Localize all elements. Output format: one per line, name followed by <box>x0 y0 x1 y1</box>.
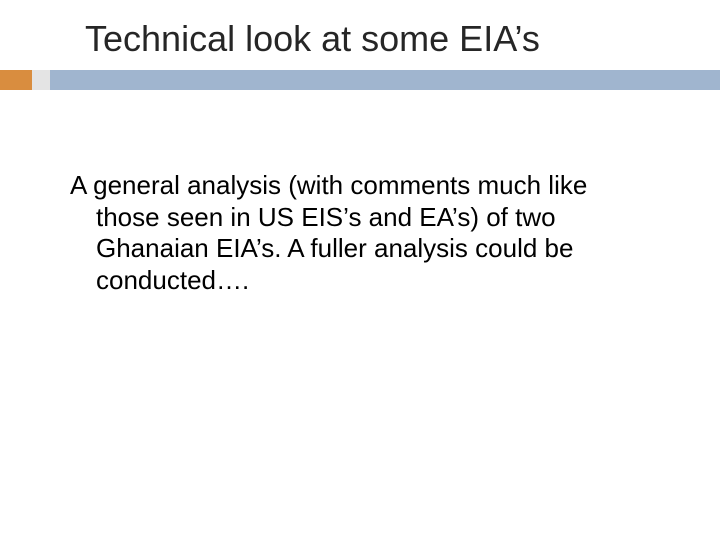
slide-title: Technical look at some EIA’s <box>85 18 685 60</box>
accent-bar-gray <box>32 70 50 90</box>
accent-bar-blue <box>50 70 720 90</box>
slide-body: A general analysis (with comments much l… <box>70 170 630 297</box>
accent-bar-orange <box>0 70 32 90</box>
accent-bar <box>0 70 720 90</box>
slide-container: Technical look at some EIA’s A general a… <box>0 0 720 540</box>
slide-body-text: A general analysis (with comments much l… <box>70 170 630 297</box>
